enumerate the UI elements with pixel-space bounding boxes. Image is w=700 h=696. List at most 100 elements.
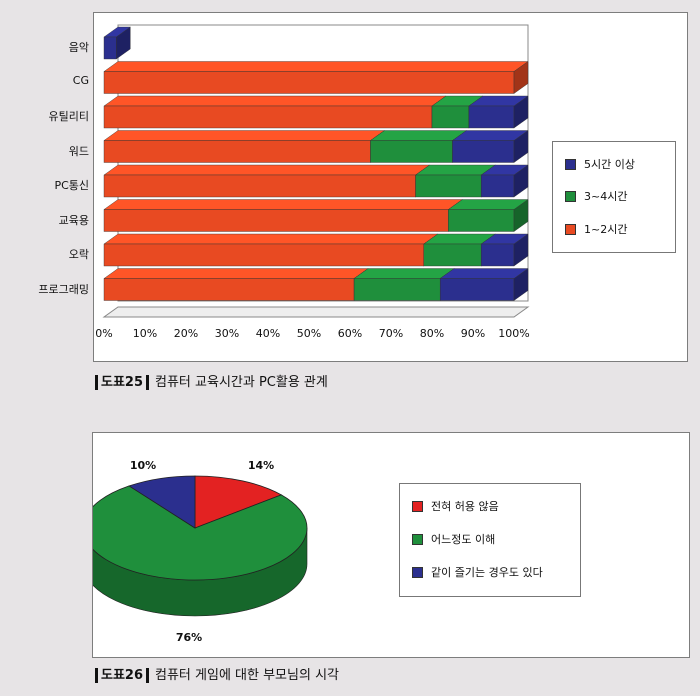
- pie-slice-top: [93, 485, 308, 581]
- pie-chart: 14% 76% 10%: [93, 459, 308, 644]
- bar-segment-front: [103, 278, 355, 301]
- legend-label-not-allowed: 전혀 허용 않음: [431, 500, 499, 513]
- bar-segment-side: [513, 268, 529, 301]
- bar-segment-front: [353, 278, 441, 301]
- legend-item-3-4h: 3~4시간: [565, 188, 627, 204]
- x-tick-label: 40%: [256, 327, 280, 340]
- bar-segment-front: [103, 36, 117, 60]
- bar-segment-top: [353, 268, 455, 279]
- bar-segment-top: [103, 61, 529, 72]
- pie-slice-top: [194, 475, 283, 529]
- x-tick-label: 20%: [174, 327, 198, 340]
- category-label: CG: [72, 73, 89, 87]
- legend-swatch-not-allowed: [412, 500, 423, 512]
- bar-segment-front: [431, 105, 470, 129]
- category-label: 오락: [68, 248, 89, 261]
- bar-segment-side: [513, 130, 529, 163]
- bar-segment: [103, 130, 386, 163]
- category-label: 교육용: [58, 213, 89, 227]
- pie-chart-panel: 14% 76% 10% 전혀 허용 않음 어느정도 이해 같이 즐기는 경우도 있다: [92, 432, 690, 658]
- figure25-tag: 도표25: [95, 375, 150, 390]
- stacked-bar-chart: 0% 10% 20% 30% 40% 50% 60% 70% 80% 90% 100%: [95, 24, 530, 340]
- legend-item-not-allowed: 전혀 허용 않음: [412, 498, 499, 514]
- category-label: 음악: [68, 41, 89, 54]
- bar-segment-front: [103, 174, 416, 198]
- bar-segment-top: [103, 130, 386, 141]
- legend-label-1-2h: 1~2시간: [584, 223, 628, 236]
- bar-legend: 5시간 이상 3~4시간 1~2시간: [552, 141, 676, 253]
- x-tick-label: 100%: [498, 327, 529, 340]
- category-label: 워드: [68, 144, 89, 158]
- legend-swatch-3-4h: [565, 190, 576, 202]
- legend-label-enjoy-together: 같이 즐기는 경우도 있다: [431, 566, 543, 579]
- legend-item-enjoy-together: 같이 즐기는 경우도 있다: [412, 564, 543, 580]
- bar-segment: [468, 95, 529, 129]
- bar-segment-front: [103, 243, 424, 267]
- bar-segment-front: [452, 140, 515, 163]
- bar-segment-front: [423, 243, 482, 267]
- pie-percent-label: 10%: [130, 459, 156, 472]
- pie-legend: 전혀 허용 않음 어느정도 이해 같이 즐기는 경우도 있다: [399, 483, 581, 597]
- pie-percent-label: 14%: [248, 459, 274, 472]
- figure26-tag: 도표26: [95, 668, 150, 683]
- bar-segment-front: [448, 209, 515, 232]
- x-tick-label: 50%: [297, 327, 321, 340]
- bar-segment-top: [369, 130, 468, 141]
- legend-label-3-4h: 3~4시간: [584, 190, 628, 203]
- bar-segment: [103, 199, 464, 232]
- legend-swatch-understand: [412, 533, 423, 545]
- bar-segment-top: [103, 199, 464, 210]
- figure25-caption: 도표25 컴퓨터 교육시간과 PC활용 관계: [95, 371, 328, 390]
- legend-swatch-enjoy-together: [412, 566, 423, 578]
- bar-segment-front: [481, 174, 515, 198]
- x-tick-label: 10%: [133, 327, 157, 340]
- bar-segment-front: [370, 140, 453, 163]
- bar-segment-front: [103, 140, 371, 163]
- x-tick-label: 80%: [420, 327, 444, 340]
- legend-label-understand: 어느정도 이해: [431, 533, 496, 546]
- x-tick-label: 60%: [338, 327, 362, 340]
- x-tick-label: 0%: [95, 327, 112, 340]
- bar-segment-top: [103, 233, 439, 245]
- bar-segment: [447, 199, 529, 232]
- bar-segment-top: [103, 268, 369, 279]
- bar-segment-side: [513, 199, 529, 232]
- bar-segment-side: [116, 26, 131, 60]
- figure26-caption: 도표26 컴퓨터 게임에 대한 부모님의 시각: [95, 664, 339, 683]
- bar-segment: [103, 61, 529, 94]
- bar-segment: [439, 268, 529, 301]
- bar-segment-front: [415, 174, 482, 198]
- bar-segment-front: [481, 243, 515, 267]
- figure25-text: 컴퓨터 교육시간과 PC활용 관계: [155, 375, 328, 390]
- category-label: 프로그래밍: [38, 282, 89, 296]
- bar-chart-panel: 0% 10% 20% 30% 40% 50% 60% 70% 80% 90% 100% 5시간 이상…: [93, 12, 688, 362]
- bar-segment-side: [513, 61, 529, 94]
- plot-floor: [102, 306, 530, 318]
- bar-segment: [480, 233, 529, 267]
- bar-segment: [451, 130, 529, 163]
- bar-segment-front: [440, 278, 515, 301]
- bar-segment: [103, 164, 431, 198]
- legend-swatch-1-2h: [565, 223, 576, 235]
- legend-swatch-5h: [565, 158, 576, 170]
- category-label: PC통신: [54, 179, 89, 192]
- bar-segment: [480, 164, 529, 198]
- bar-segment: [103, 233, 439, 267]
- bar-segment-top: [439, 268, 529, 279]
- legend-item-1-2h: 1~2시간: [565, 221, 627, 237]
- bar-segment-front: [103, 105, 433, 129]
- figure26-text: 컴퓨터 게임에 대한 부모님의 시각: [155, 668, 339, 683]
- legend-item-understand: 어느정도 이해: [412, 531, 495, 547]
- x-tick-label: 30%: [215, 327, 239, 340]
- legend-label-5h: 5시간 이상: [584, 158, 635, 171]
- bar-segment-front: [468, 105, 515, 129]
- legend-item-5h: 5시간 이상: [565, 156, 635, 172]
- bar-segment-side: [513, 233, 529, 267]
- bar-segment: [103, 26, 131, 60]
- x-tick-label: 70%: [379, 327, 403, 340]
- category-label: 유틸리티: [48, 110, 89, 123]
- bar-segment: [103, 95, 447, 129]
- pie-percent-label: 76%: [176, 631, 202, 644]
- bar-segment-top: [103, 164, 431, 176]
- bar-segment-top: [103, 95, 447, 107]
